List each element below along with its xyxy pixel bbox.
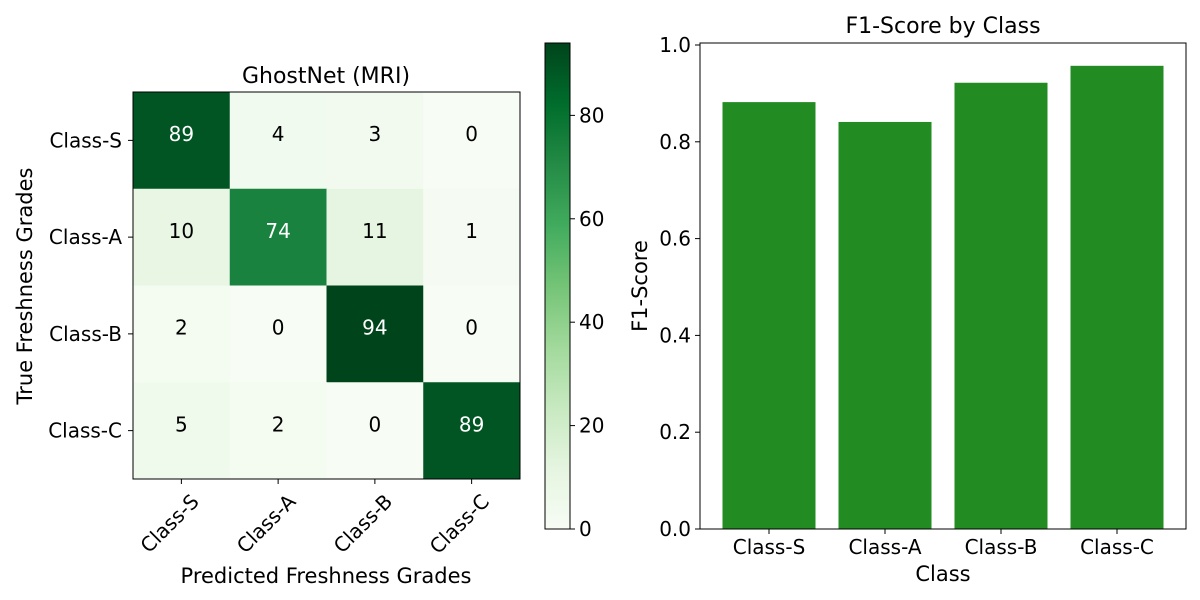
heatmap-cell-value: 10 xyxy=(169,219,194,243)
bar-y-tick-label: 0.2 xyxy=(659,420,691,444)
bar-title: F1-Score by Class xyxy=(845,14,1040,39)
bar-x-tick-label: Class-B xyxy=(965,535,1038,559)
confusion-matrix-panel: GhostNet (MRI) 89 4 3 010 74 11 12 0 94 05 2 0 89 Cl… xyxy=(13,64,521,588)
heatmap-y-tick-label: Class-S xyxy=(49,128,122,152)
bar xyxy=(722,102,816,529)
f1-score-panel: F1-Score by Class 0.0 0.2 0.4 0.6 0.8 1.0 Cla… xyxy=(628,14,1187,586)
bar-y-tick-label: 0.4 xyxy=(659,323,691,347)
heatmap-cell-value: 11 xyxy=(362,219,387,243)
heatmap-cell-value: 94 xyxy=(362,316,387,340)
colorbar-tick-label: 0 xyxy=(579,517,592,541)
colorbar-tick-label: 60 xyxy=(579,207,604,231)
heatmap-x-tick-label: Class-B xyxy=(329,489,397,557)
heatmap-cell-value: 0 xyxy=(369,412,382,436)
heatmap-cell-value: 0 xyxy=(465,316,478,340)
bar-x-tick-label: Class-C xyxy=(1080,535,1154,559)
colorbar-tick-label: 40 xyxy=(579,310,604,334)
bar-x-tick-label: Class-A xyxy=(848,535,921,559)
bar-y-tick-label: 0.6 xyxy=(659,227,691,251)
heatmap-xlabel: Predicted Freshness Grades xyxy=(181,564,472,588)
heatmap-cell xyxy=(423,188,521,286)
heatmap-y-ticks: Class-S Class-A Class-B Class-C xyxy=(48,128,133,443)
heatmap-cell xyxy=(326,188,424,286)
heatmap-cell-value: 0 xyxy=(272,316,285,340)
heatmap-cell-value: 89 xyxy=(169,122,194,146)
heatmap-x-tick-label: Class-C xyxy=(425,489,494,558)
colorbar-gradient xyxy=(544,42,571,530)
bar-y-tick-label: 1.0 xyxy=(659,33,691,57)
bar-y-tick-label: 0.8 xyxy=(659,130,691,154)
heatmap-x-tick-label: Class-A xyxy=(232,489,301,558)
heatmap-cell-value: 1 xyxy=(465,219,478,243)
bar xyxy=(954,82,1048,529)
bar-x-ticks: Class-S Class-A Class-B Class-C xyxy=(733,529,1154,559)
heatmap-x-ticks: Class-S Class-A Class-B Class-C xyxy=(135,479,494,558)
heatmap-frame xyxy=(132,91,521,480)
bar-y-tick-label: 0.0 xyxy=(659,517,691,541)
heatmap-y-tick-label: Class-B xyxy=(49,322,122,346)
heatmap-cell-value: 74 xyxy=(265,219,290,243)
heatmap-y-tick-label: Class-C xyxy=(48,419,122,443)
bar-xlabel: Class xyxy=(915,562,970,586)
heatmap-cell-value: 3 xyxy=(369,122,382,146)
bar-series xyxy=(722,65,1164,530)
heatmap-cell xyxy=(326,92,424,190)
heatmap-cell xyxy=(133,188,231,286)
heatmap-cell xyxy=(423,285,521,383)
heatmap-cell xyxy=(229,382,327,480)
heatmap-cell xyxy=(326,382,424,480)
heatmap-cell-value: 4 xyxy=(272,122,285,146)
heatmap-cell-value: 2 xyxy=(175,316,188,340)
heatmap-cell xyxy=(133,285,231,383)
bar-y-ticks: 0.0 0.2 0.4 0.6 0.8 1.0 xyxy=(659,33,700,541)
colorbar: 0 20 40 60 80 xyxy=(544,42,604,541)
colorbar-tick-label: 80 xyxy=(579,103,604,127)
heatmap-y-tick-label: Class-A xyxy=(49,225,122,249)
bar xyxy=(838,121,932,530)
heatmap-cell xyxy=(229,188,327,286)
heatmap-cell xyxy=(326,285,424,383)
bar-plot-frame xyxy=(699,42,1187,530)
heatmap-title: GhostNet (MRI) xyxy=(242,64,410,89)
heatmap-x-tick-label: Class-S xyxy=(135,489,203,557)
heatmap-ylabel: True Freshness Grades xyxy=(13,168,37,406)
colorbar-tick-label: 20 xyxy=(579,414,604,438)
heatmap-cell-value: 5 xyxy=(175,412,188,436)
heatmap-cell xyxy=(133,92,231,190)
colorbar-ticks: 0 20 40 60 80 xyxy=(570,103,604,541)
heatmap-cell xyxy=(229,285,327,383)
bar xyxy=(1070,65,1164,529)
heatmap-cell-value: 89 xyxy=(459,412,484,436)
bar-x-tick-label: Class-S xyxy=(733,535,806,559)
heatmap-cell-value: 0 xyxy=(465,122,478,146)
heatmap-cell xyxy=(423,92,521,190)
heatmap-cell xyxy=(133,382,231,480)
heatmap-cell xyxy=(423,382,521,480)
heatmap-cells: 89 4 3 010 74 11 12 0 94 05 2 0 89 xyxy=(133,92,521,480)
heatmap-cell-value: 2 xyxy=(272,412,285,436)
heatmap-cell xyxy=(229,92,327,190)
bar-ylabel: F1-Score xyxy=(628,240,652,332)
